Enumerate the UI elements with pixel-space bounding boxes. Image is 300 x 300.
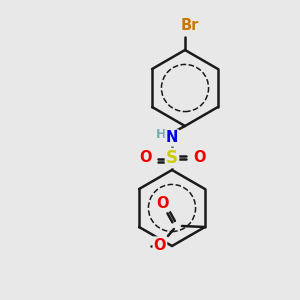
Text: Br: Br <box>181 17 199 32</box>
Text: H: H <box>156 128 166 142</box>
Text: N: N <box>166 130 178 146</box>
Text: O: O <box>193 151 205 166</box>
Text: O: O <box>157 196 169 211</box>
Text: S: S <box>166 149 178 167</box>
Text: O: O <box>139 151 151 166</box>
Text: O: O <box>154 238 166 253</box>
